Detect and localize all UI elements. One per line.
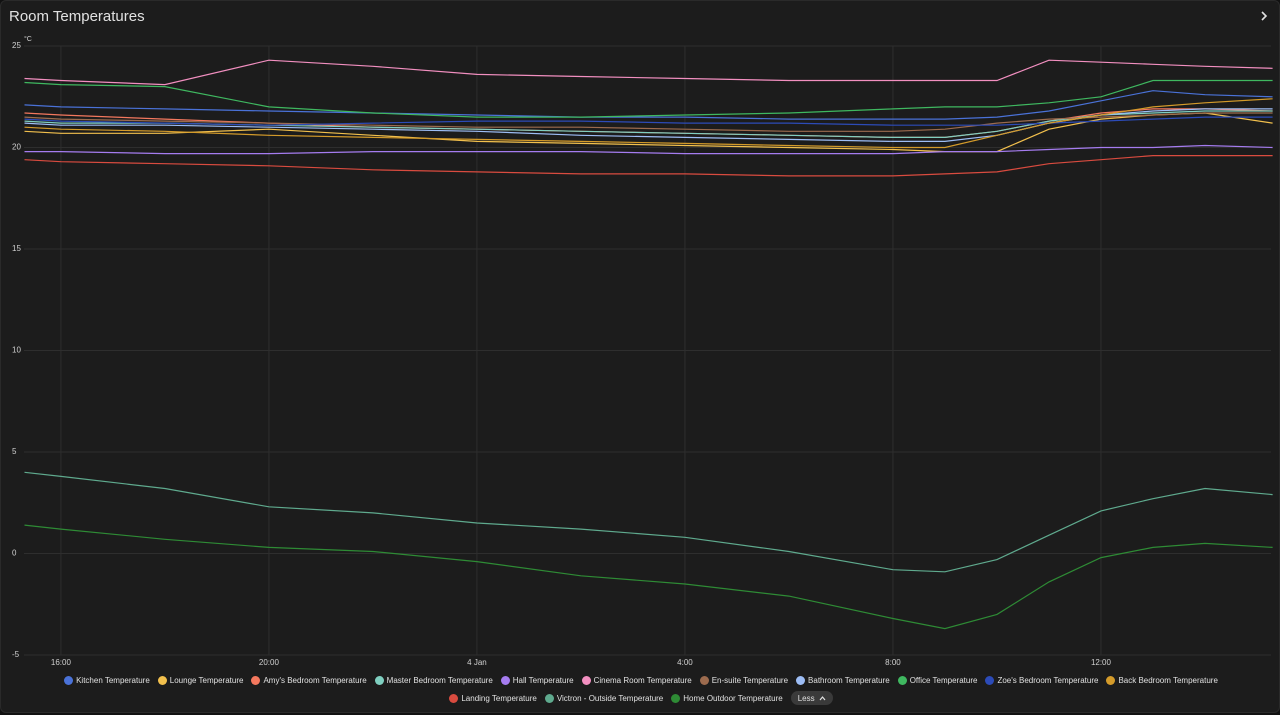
series-line xyxy=(24,112,1273,153)
y-tick-label: 10 xyxy=(12,346,21,355)
legend-toggle[interactable]: Less xyxy=(790,691,833,705)
legend-label: Lounge Temperature xyxy=(169,675,244,685)
legend-label: Victron - Outside Temperature xyxy=(556,693,664,703)
legend-swatch xyxy=(671,693,681,703)
y-tick-label: 20 xyxy=(12,143,21,152)
legend-swatch xyxy=(374,675,384,685)
legend-item[interactable]: Home Outdoor Temperature xyxy=(671,691,783,705)
legend-label: Master Bedroom Temperature xyxy=(386,675,493,685)
legend-label: En-suite Temperature xyxy=(711,675,789,685)
y-tick-label: 5 xyxy=(12,447,17,456)
y-tick-label: 15 xyxy=(12,244,21,253)
more-info-button[interactable] xyxy=(1259,10,1269,22)
series-line xyxy=(24,524,1273,630)
legend-label: Kitchen Temperature xyxy=(76,675,150,685)
series-line xyxy=(24,471,1273,573)
legend-swatch xyxy=(251,675,261,685)
series-line xyxy=(24,112,1273,132)
series-line xyxy=(24,116,1273,126)
x-tick-label: 4:00 xyxy=(677,658,693,666)
legend-item[interactable]: Master Bedroom Temperature xyxy=(374,673,493,687)
series-line xyxy=(24,144,1273,155)
legend-item[interactable]: Back Bedroom Temperature xyxy=(1106,673,1218,687)
series-line xyxy=(24,108,1273,142)
series-line xyxy=(24,155,1273,177)
legend-swatch xyxy=(544,693,554,703)
series-line xyxy=(24,59,1273,86)
y-axis-unit: °C xyxy=(24,35,32,43)
legend: Kitchen Temperature Lounge Temperature Amy… xyxy=(21,673,1261,705)
card-title: Room Temperatures xyxy=(9,8,145,25)
legend-label: Hall Temperature xyxy=(512,675,574,685)
legend-swatch xyxy=(449,693,459,703)
x-tick-label: 8:00 xyxy=(885,658,901,666)
legend-item[interactable]: Lounge Temperature xyxy=(157,673,244,687)
legend-swatch xyxy=(500,675,510,685)
legend-label: Office Temperature xyxy=(909,675,978,685)
x-tick-label: 16:00 xyxy=(51,658,72,666)
legend-label: Bathroom Temperature xyxy=(808,675,890,685)
y-tick-label: 0 xyxy=(12,549,17,558)
series-line xyxy=(24,90,1273,120)
series-line xyxy=(24,98,1273,149)
legend-item[interactable]: Office Temperature xyxy=(897,673,978,687)
legend-swatch xyxy=(985,675,995,685)
legend-swatch xyxy=(581,675,591,685)
legend-item[interactable]: Amy's Bedroom Temperature xyxy=(251,673,367,687)
legend-label: Amy's Bedroom Temperature xyxy=(263,675,367,685)
legend-swatch xyxy=(699,675,709,685)
legend-label: Back Bedroom Temperature xyxy=(1118,675,1218,685)
legend-item[interactable]: Cinema Room Temperature xyxy=(581,673,692,687)
legend-item[interactable]: Hall Temperature xyxy=(500,673,574,687)
legend-swatch xyxy=(157,675,167,685)
legend-item[interactable]: Zoe's Bedroom Temperature xyxy=(985,673,1098,687)
chart: °C -5 0 5 10 15 20 25 16:00 20:00 4 Jan 4:00 8:00 12:… xyxy=(12,35,1273,666)
legend-swatch xyxy=(1106,675,1116,685)
legend-swatch xyxy=(796,675,806,685)
legend-item[interactable]: Victron - Outside Temperature xyxy=(544,691,664,705)
legend-item[interactable]: Landing Temperature xyxy=(449,691,537,705)
legend-swatch xyxy=(64,675,74,685)
legend-item[interactable]: Bathroom Temperature xyxy=(796,673,890,687)
legend-label: Zoe's Bedroom Temperature xyxy=(997,675,1099,685)
legend-toggle-label: Less xyxy=(797,693,815,703)
legend-swatch xyxy=(897,675,907,685)
legend-label: Home Outdoor Temperature xyxy=(683,693,783,703)
chevron-up xyxy=(819,695,826,700)
legend-label: Landing Temperature xyxy=(461,693,537,703)
legend-item[interactable]: En-suite Temperature xyxy=(699,673,789,687)
series-line xyxy=(24,79,1273,118)
legend-label: Cinema Room Temperature xyxy=(593,675,692,685)
legend-item[interactable]: Kitchen Temperature xyxy=(64,673,150,687)
y-tick-label: -5 xyxy=(12,650,20,659)
y-tick-label: 25 xyxy=(12,41,21,50)
x-tick-label: 12:00 xyxy=(1091,658,1112,666)
x-tick-label: 20:00 xyxy=(259,658,280,666)
x-tick-label: 4 Jan xyxy=(467,658,487,666)
